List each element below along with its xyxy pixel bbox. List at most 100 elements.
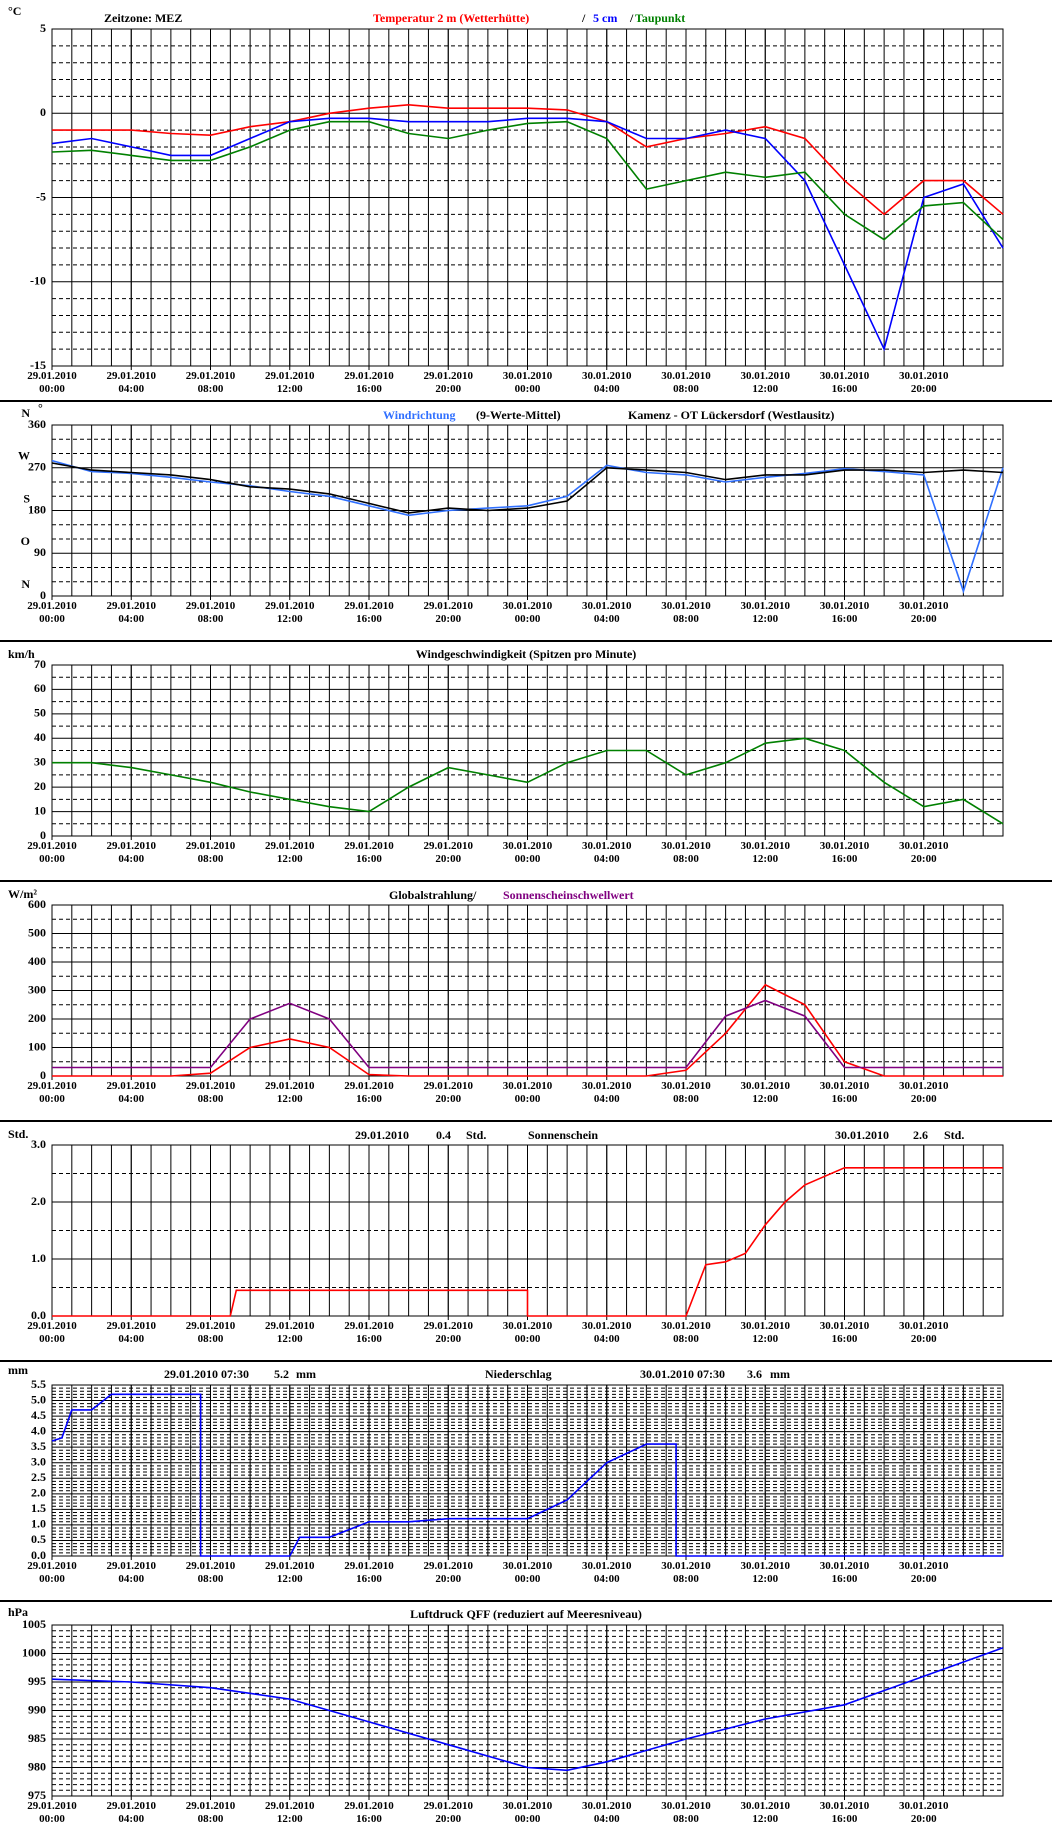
y-tick-label: 5.0	[31, 1392, 46, 1406]
x-tick-label: 29.01.2010 04:00	[106, 1080, 157, 1105]
y-tick-label: 200	[28, 1011, 46, 1025]
x-tick-label: 29.01.2010 16:00	[344, 370, 394, 395]
x-tick-label: 30.01.2010 08:00	[661, 1320, 711, 1345]
x-tick-label: 29.01.2010 16:00	[344, 1800, 394, 1825]
header-text: 29.01.2010 07:30	[164, 1367, 249, 1381]
header-text: Sonnenscheinschwellwert	[503, 888, 634, 902]
y-tick-label: 360	[28, 417, 46, 431]
x-tick-label: 29.01.2010 12:00	[265, 1080, 315, 1105]
y-tick-label: 1.0	[31, 1251, 46, 1265]
x-tick-label: 30.01.2010 12:00	[740, 1800, 791, 1825]
header-text: Luftdruck QFF (reduziert auf Meeresnivea…	[410, 1607, 642, 1621]
series-line	[52, 983, 1003, 1077]
series-line	[52, 103, 1004, 216]
y-tick-label: 1005	[22, 1617, 46, 1631]
x-tick-label: 29.01.2010 20:00	[423, 1560, 474, 1585]
x-tick-label: 30.01.2010 08:00	[661, 1560, 711, 1585]
series-line	[52, 999, 1003, 1069]
y-tick-label: 180	[28, 502, 46, 516]
x-tick-label: 29.01.2010 08:00	[185, 1080, 236, 1105]
x-tick-label: 30.01.2010 20:00	[899, 1560, 949, 1585]
x-tick-label: 30.01.2010 12:00	[740, 840, 791, 865]
x-tick-label: 29.01.2010 16:00	[344, 1560, 394, 1585]
x-tick-label: 30.01.2010 20:00	[899, 370, 949, 395]
x-tick-label: 29.01.2010 20:00	[423, 370, 474, 395]
x-tick-label: 30.01.2010 04:00	[582, 1080, 632, 1105]
x-tick-label: 29.01.2010 12:00	[265, 840, 315, 865]
header-text: Sonnenschein	[528, 1128, 598, 1142]
compass-label: N	[21, 577, 30, 591]
header-text: Std.	[944, 1128, 964, 1142]
x-tick-label: 29.01.2010 04:00	[106, 370, 157, 395]
x-tick-label: 29.01.2010 04:00	[106, 600, 157, 625]
header-text: (9-Werte-Mittel)	[476, 408, 561, 422]
y-tick-label: 100	[28, 1039, 46, 1053]
header-text: mm	[296, 1367, 316, 1381]
x-tick-label: 30.01.2010 00:00	[502, 840, 553, 865]
compass-label: O	[21, 534, 30, 548]
x-tick-label: 29.01.2010 12:00	[265, 370, 315, 395]
header-text: Std.	[466, 1128, 486, 1142]
y-tick-label: 3.0	[31, 1137, 46, 1151]
header-text: Windgeschwindigkeit (Spitzen pro Minute)	[416, 647, 637, 661]
x-tick-label: 30.01.2010 00:00	[502, 1320, 553, 1345]
x-tick-label: 30.01.2010 20:00	[899, 1080, 949, 1105]
header-text: W/m²	[8, 887, 37, 901]
x-tick-label: 29.01.2010 20:00	[423, 840, 474, 865]
x-tick-label: 29.01.2010 20:00	[423, 1800, 474, 1825]
y-tick-label: 1000	[22, 1645, 46, 1659]
y-tick-label: 1.0	[31, 1517, 46, 1531]
x-tick-label: 29.01.2010 00:00	[27, 1560, 77, 1585]
plot-frame	[51, 664, 1004, 837]
x-tick-label: 29.01.2010 00:00	[27, 1800, 77, 1825]
header-text: Std.	[8, 1127, 28, 1141]
x-tick-label: 29.01.2010 08:00	[185, 1320, 236, 1345]
x-tick-label: 29.01.2010 00:00	[27, 370, 77, 395]
x-tick-label: 30.01.2010 08:00	[661, 370, 711, 395]
header-text: 3.6	[747, 1367, 762, 1381]
x-tick-label: 30.01.2010 16:00	[819, 600, 870, 625]
y-tick-label: 400	[28, 954, 46, 968]
header-text: /	[629, 11, 634, 25]
x-tick-label: 29.01.2010 04:00	[106, 1560, 157, 1585]
x-tick-label: 30.01.2010 04:00	[582, 840, 632, 865]
header-text: 30.01.2010	[835, 1128, 889, 1142]
compass-label: W	[18, 449, 30, 463]
y-tick-label: 4.0	[31, 1423, 46, 1437]
plot-frame	[51, 28, 1004, 367]
x-tick-label: 30.01.2010 00:00	[502, 1560, 553, 1585]
header-text: Windrichtung	[383, 408, 455, 422]
x-tick-label: 30.01.2010 12:00	[740, 1320, 791, 1345]
x-tick-label: 30.01.2010 04:00	[582, 1560, 632, 1585]
y-tick-label: 0	[40, 1068, 46, 1082]
y-tick-label: 0	[40, 588, 46, 602]
y-tick-label: -10	[30, 274, 46, 288]
x-tick-label: 30.01.2010 08:00	[661, 600, 711, 625]
header-text: 5.2	[274, 1367, 289, 1381]
y-tick-label: 2.5	[31, 1470, 46, 1484]
y-tick-label: 90	[34, 545, 46, 559]
header-text: mm	[770, 1367, 790, 1381]
x-tick-label: 30.01.2010 16:00	[819, 1800, 870, 1825]
header-text: °	[38, 401, 43, 415]
x-tick-label: 29.01.2010 20:00	[423, 1080, 474, 1105]
x-tick-label: 30.01.2010 20:00	[899, 1800, 949, 1825]
x-tick-label: 29.01.2010 08:00	[185, 1560, 236, 1585]
header-text: 0.4	[436, 1128, 451, 1142]
x-tick-label: 30.01.2010 12:00	[740, 1080, 791, 1105]
x-tick-label: 30.01.2010 08:00	[661, 1080, 711, 1105]
header-text: mm	[8, 1363, 28, 1377]
x-tick-label: 29.01.2010 16:00	[344, 600, 394, 625]
y-tick-label: 980	[28, 1759, 46, 1773]
y-tick-label: 270	[28, 460, 46, 474]
header-text: Temperatur 2 m (Wetterhütte)	[373, 11, 529, 25]
header-text: hPa	[8, 1605, 28, 1619]
y-tick-label: 0	[40, 828, 46, 842]
y-tick-label: 1.5	[31, 1501, 46, 1515]
y-tick-label: 3.5	[31, 1439, 46, 1453]
x-tick-label: 30.01.2010 00:00	[502, 600, 553, 625]
series-line	[52, 1167, 1003, 1317]
x-tick-label: 30.01.2010 16:00	[819, 840, 870, 865]
series-line	[51, 1647, 1004, 1772]
x-tick-label: 29.01.2010 12:00	[265, 1560, 315, 1585]
